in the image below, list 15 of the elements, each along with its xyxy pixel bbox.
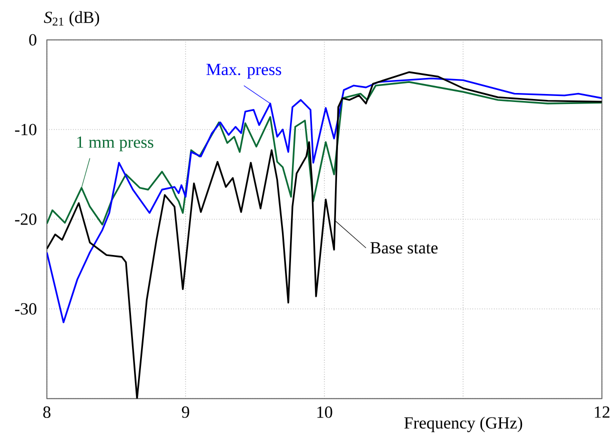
- x-axis-title: Frequency (GHz): [404, 416, 522, 432]
- series-label: 1 mm press: [77, 136, 154, 152]
- x-tick-label: 10: [317, 406, 332, 418]
- line-series: [46, 81, 602, 226]
- y-axis-title: S$_{21}$ (dB): [44, 11, 100, 27]
- text: Base state: [370, 242, 438, 254]
- y-tick-label: 0: [29, 34, 36, 46]
- series-label: Max. press: [206, 64, 282, 79]
- x-tick-label: 9: [182, 406, 190, 418]
- y-tick-label: -10: [15, 124, 36, 136]
- y-tick-label: -30: [15, 303, 36, 315]
- line-series: [46, 78, 602, 324]
- y-tick-label: -20: [15, 214, 36, 226]
- x-tick-label: 8: [43, 406, 50, 418]
- x-tick-label: 12: [594, 406, 610, 418]
